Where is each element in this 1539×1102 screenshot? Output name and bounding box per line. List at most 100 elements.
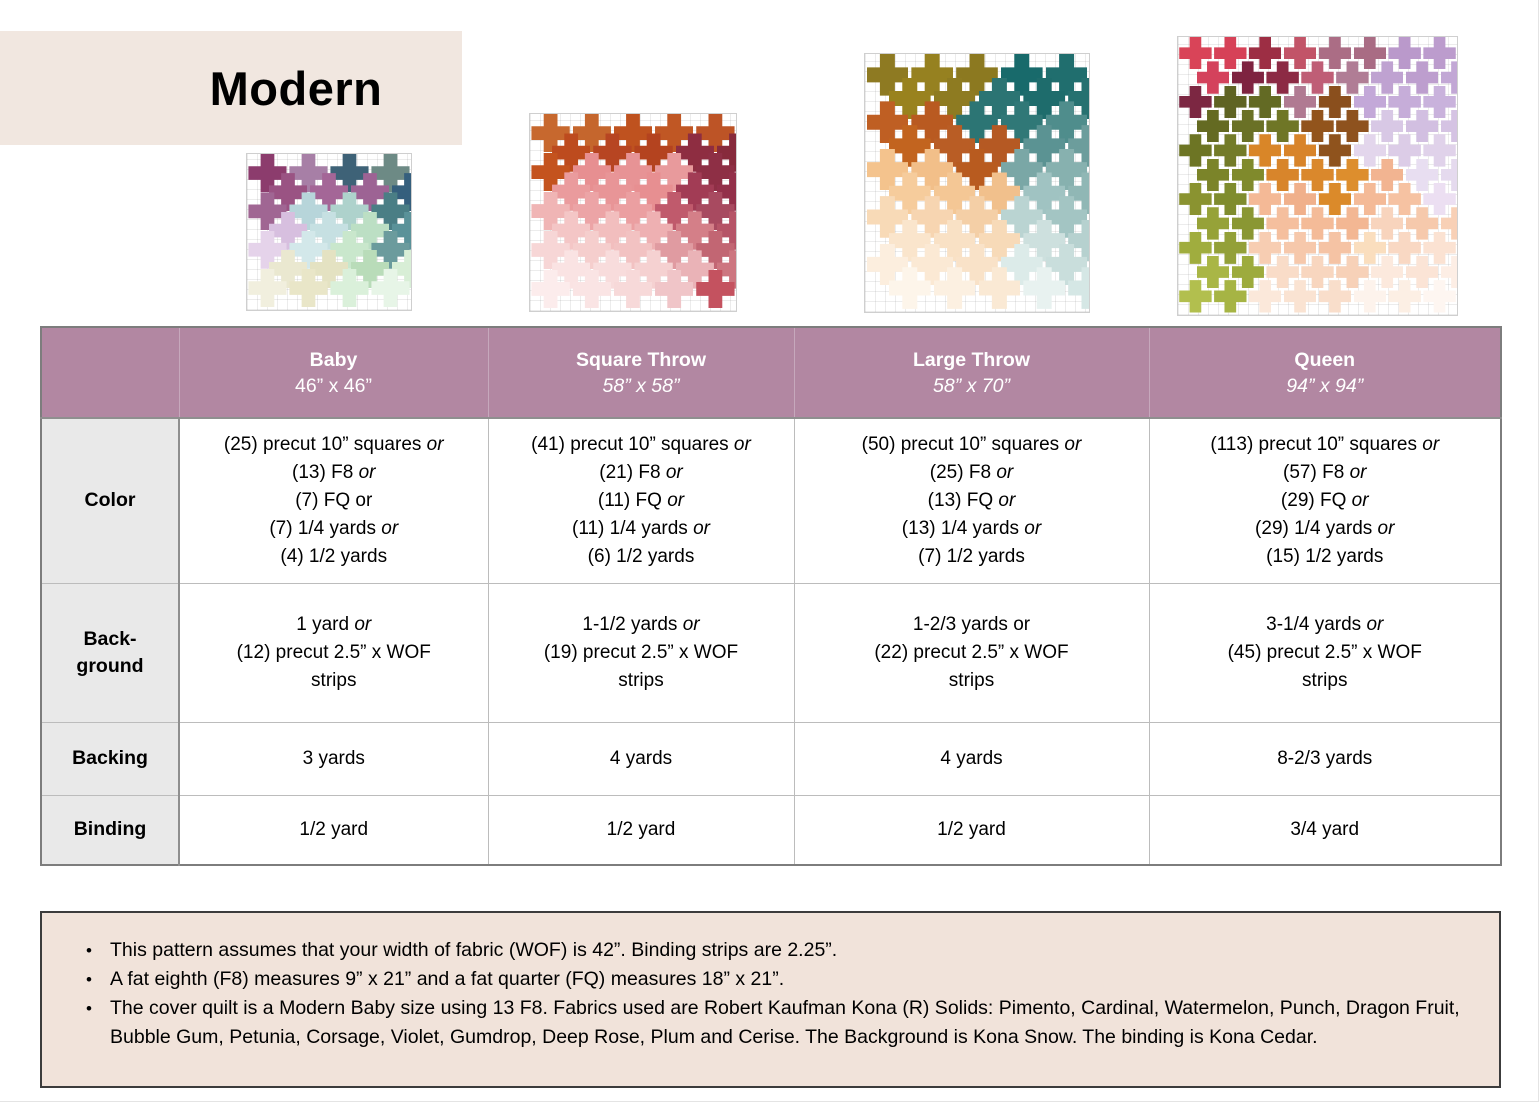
quilt-block — [1353, 280, 1387, 313]
cell-background-large-throw: 1-2/3 yards or (22) precut 2.5” x WOF stri… — [793, 582, 1150, 723]
quilt-block — [1023, 77, 1066, 120]
quilt-block — [1000, 54, 1043, 96]
quilt-block — [978, 125, 1021, 167]
row-label-background: Back-ground — [40, 582, 180, 723]
quilt-block — [1318, 280, 1352, 313]
note-item: This pattern assumes that your width of … — [82, 936, 1461, 965]
table-row-background: Back-ground 1 yard or (12) precut 2.5” x W… — [40, 582, 1502, 723]
quilt-block — [956, 196, 998, 238]
cell-line: 8-2/3 yards — [1277, 747, 1373, 769]
quilt-block — [1353, 85, 1387, 119]
notes-list: This pattern assumes that your width of … — [82, 936, 1461, 1052]
quilt-block — [1214, 134, 1247, 167]
quilt-block — [1388, 85, 1421, 119]
cell-line: 3/4 yard — [1290, 818, 1360, 840]
quilt-block — [1214, 37, 1247, 70]
quilt-block — [1000, 196, 1043, 238]
cell-line: (50) precut 10” squares or — [861, 433, 1082, 455]
quilt-block — [1371, 158, 1404, 191]
size-name: Queen — [1294, 348, 1356, 371]
quilt-block — [1318, 85, 1352, 119]
quilt-block — [1318, 134, 1352, 167]
quilt-block — [911, 54, 954, 96]
quilt-block — [1423, 182, 1456, 216]
quilt-block — [1023, 219, 1066, 262]
table-corner-cell — [40, 326, 180, 419]
cell-backing-queen: 8-2/3 yards — [1148, 721, 1502, 796]
quilt-block — [1231, 61, 1264, 94]
quilt-block — [933, 172, 976, 215]
large-throw-quilt-preview — [864, 53, 1090, 313]
quilt-block — [978, 172, 1021, 215]
cell-backing-baby: 3 yards — [178, 721, 489, 796]
quilt-block — [933, 77, 976, 120]
cell-line: 1/2 yard — [937, 818, 1006, 840]
quilt-block — [1388, 280, 1421, 313]
quilt-block — [866, 101, 909, 144]
quilt-block — [1179, 231, 1212, 264]
page-title: Modern — [209, 61, 383, 115]
quilt-block — [1023, 125, 1066, 167]
quilt-block — [1214, 182, 1247, 216]
cell-line: (7) 1/4 yards or — [269, 517, 399, 539]
quilt-block — [1179, 85, 1212, 119]
cell-line: (13) 1/4 yards or — [901, 517, 1042, 539]
note-item: The cover quilt is a Modern Baby size us… — [82, 994, 1461, 1052]
size-name: Square Throw — [575, 348, 707, 371]
quilt-block — [1283, 37, 1317, 70]
cell-line: strips — [618, 669, 664, 691]
cell-line: (113) precut 10” squares or — [1210, 433, 1440, 455]
quilt-block — [1353, 231, 1387, 264]
quilt-block — [866, 54, 909, 96]
row-label-binding: Binding — [40, 794, 180, 866]
quilt-block — [1301, 158, 1334, 191]
cell-line: (7) 1/2 yards — [918, 545, 1025, 567]
table-row-binding: Binding 1/2 yard 1/2 yard 1/2 yard 3/4 yard — [40, 794, 1502, 866]
cell-line: (13) F8 or — [292, 461, 376, 483]
cell-line: 1/2 yard — [299, 818, 369, 840]
quilt-block — [1196, 207, 1230, 240]
cell-line: (57) F8 or — [1283, 461, 1367, 483]
cell-background-queen: 3-1/4 yards or (45) precut 2.5” x WOF stri… — [1148, 582, 1502, 723]
cell-line: (11) 1/4 yards or — [572, 517, 710, 539]
quilt-block — [1179, 134, 1212, 167]
row-label-color: Color — [40, 417, 180, 584]
quilt-block — [1353, 37, 1387, 70]
row-label-backing: Backing — [40, 721, 180, 796]
quilt-block — [933, 267, 976, 309]
quilt-block — [1023, 172, 1066, 215]
cell-line: strips — [948, 669, 995, 691]
quilt-block — [1214, 280, 1247, 313]
quilt-block — [911, 148, 954, 191]
quilt-block — [866, 148, 909, 191]
quilt-block — [1283, 85, 1317, 119]
fabric-requirements-table: Baby 46” x 46” Square Throw 58” x 58” Large … — [40, 326, 1502, 866]
size-dimensions: 94” x 94” — [1286, 374, 1364, 397]
quilt-block — [1405, 255, 1439, 289]
quilt-block — [911, 196, 954, 238]
cell-color-large-throw: (50) precut 10” squares or (25) F8 or (13)… — [793, 417, 1150, 584]
cell-line: (11) FQ or — [597, 489, 685, 511]
quilt-block — [1371, 61, 1404, 94]
quilt-block — [1248, 134, 1282, 167]
quilt-block — [956, 54, 998, 96]
quilt-block — [1371, 109, 1404, 143]
quilt-block — [911, 243, 954, 286]
title-box: Modern — [0, 31, 462, 145]
quilt-block — [1405, 158, 1439, 191]
quilt-block — [1301, 109, 1334, 143]
quilt-block — [1000, 148, 1043, 191]
quilt-block — [1196, 255, 1230, 289]
quilt-block — [1045, 196, 1088, 238]
cell-binding-large-throw: 1/2 yard — [793, 794, 1150, 866]
size-dimensions: 58” x 70” — [933, 374, 1010, 397]
cell-line: (15) 1/2 yards — [1266, 545, 1384, 567]
cell-binding-baby: 1/2 yard — [178, 794, 489, 866]
quilt-block — [978, 219, 1021, 262]
quilt-block — [1248, 231, 1282, 264]
quilt-block — [888, 172, 931, 215]
quilt-block — [1301, 61, 1334, 94]
square-throw-quilt-preview — [529, 113, 737, 312]
quilt-block — [888, 77, 931, 120]
quilt-block — [1388, 231, 1421, 264]
